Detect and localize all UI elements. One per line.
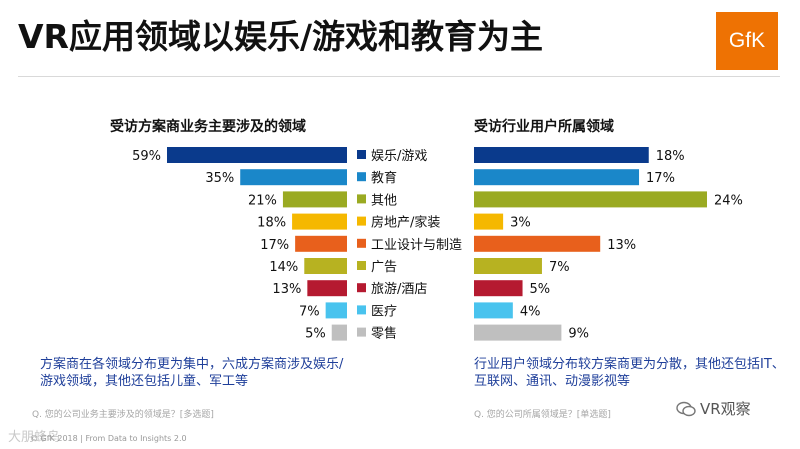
left-bar-1: [167, 147, 347, 163]
right-bar-6: [474, 258, 542, 274]
left-value-label: 35%: [205, 171, 234, 186]
left-value-label: 17%: [260, 238, 289, 253]
legend-label: 零售: [371, 326, 397, 342]
legend-swatch-1: [357, 150, 366, 159]
legend-swatch-3: [357, 194, 366, 204]
legend-swatch-9: [357, 327, 366, 337]
right-value-label: 13%: [607, 238, 636, 253]
wechat-name: VR观察: [700, 400, 751, 418]
right-chart-title: 受访行业用户所属领域: [474, 119, 614, 135]
left-value-label: 21%: [248, 193, 277, 208]
left-value-label: 5%: [305, 327, 326, 342]
legend-label: 娱乐/游戏: [371, 149, 427, 164]
left-chart-title: 受访方案商业务主要涉及的领域: [110, 119, 306, 135]
left-bar-7: [307, 280, 347, 297]
right-note: 行业用户领域分布较方案商更为分散，其他还包括IT、互联网、通讯、动漫影视等: [474, 357, 785, 389]
right-value-label: 5%: [530, 282, 551, 297]
divider: [18, 76, 780, 77]
wechat-icon: [676, 401, 696, 416]
right-value-label: 4%: [520, 304, 541, 319]
left-bar-9: [331, 324, 347, 341]
legend-swatch-2: [357, 172, 366, 182]
right-value-label: 9%: [568, 327, 589, 342]
right-bar-3: [474, 191, 707, 208]
right-value-label: 17%: [646, 171, 675, 186]
legend-swatch-4: [357, 216, 366, 226]
left-value-label: 18%: [257, 216, 286, 231]
left-bar-2: [240, 169, 347, 186]
legend-label: 房地产/家装: [371, 215, 440, 231]
watermark: 大朋蜂鸟: [8, 430, 61, 445]
left-value-label: 13%: [272, 282, 301, 297]
right-bar-8: [474, 302, 513, 319]
legend-swatch-7: [357, 283, 366, 293]
legend-label: 其他: [371, 193, 397, 208]
page-title: VR应用领域以娱乐/游戏和教育为主: [18, 17, 544, 56]
legend-swatch-8: [357, 305, 366, 315]
left-value-label: 14%: [269, 260, 298, 275]
legend-label: 旅游/酒店: [371, 282, 427, 297]
right-bar-9: [474, 324, 562, 341]
right-value-label: 18%: [656, 149, 685, 164]
legend-label: 广告: [371, 260, 397, 275]
right-bar-5: [474, 235, 601, 252]
legend-label: 工业设计与制造: [371, 238, 462, 253]
wechat-account: VR观察: [676, 398, 751, 419]
left-bar-3: [282, 191, 347, 208]
left-bar-6: [304, 258, 347, 274]
legend-swatch-5: [357, 238, 366, 248]
legend-swatch-6: [357, 261, 366, 270]
legend-label: 医疗: [371, 304, 397, 319]
gfk-logo: GfK: [716, 12, 778, 70]
right-value-label: 3%: [510, 216, 531, 231]
left-bar-4: [292, 213, 347, 230]
footer: © GfK 2018 | From Data to Insights 2.0: [30, 434, 187, 443]
right-bar-2: [474, 169, 640, 186]
left-note: 方案商在各领域分布更为集中，六成方案商涉及娱乐/游戏领域，其他还包括儿童、军工等: [40, 357, 344, 389]
left-source: Q. 您的公司业务主要涉及的领域是？[多选题]: [32, 410, 214, 420]
legend-label: 教育: [371, 170, 397, 186]
left-value-label: 7%: [299, 304, 320, 319]
left-bar-5: [295, 235, 347, 252]
left-value-label: 59%: [132, 149, 161, 164]
right-bar-7: [474, 280, 523, 297]
right-value-label: 24%: [714, 193, 743, 208]
right-value-label: 7%: [549, 260, 570, 275]
right-bar-1: [474, 147, 649, 163]
right-source: Q. 您的公司所属领域是？[单选题]: [474, 410, 611, 420]
right-bar-4: [474, 213, 504, 230]
left-bar-8: [325, 302, 347, 319]
